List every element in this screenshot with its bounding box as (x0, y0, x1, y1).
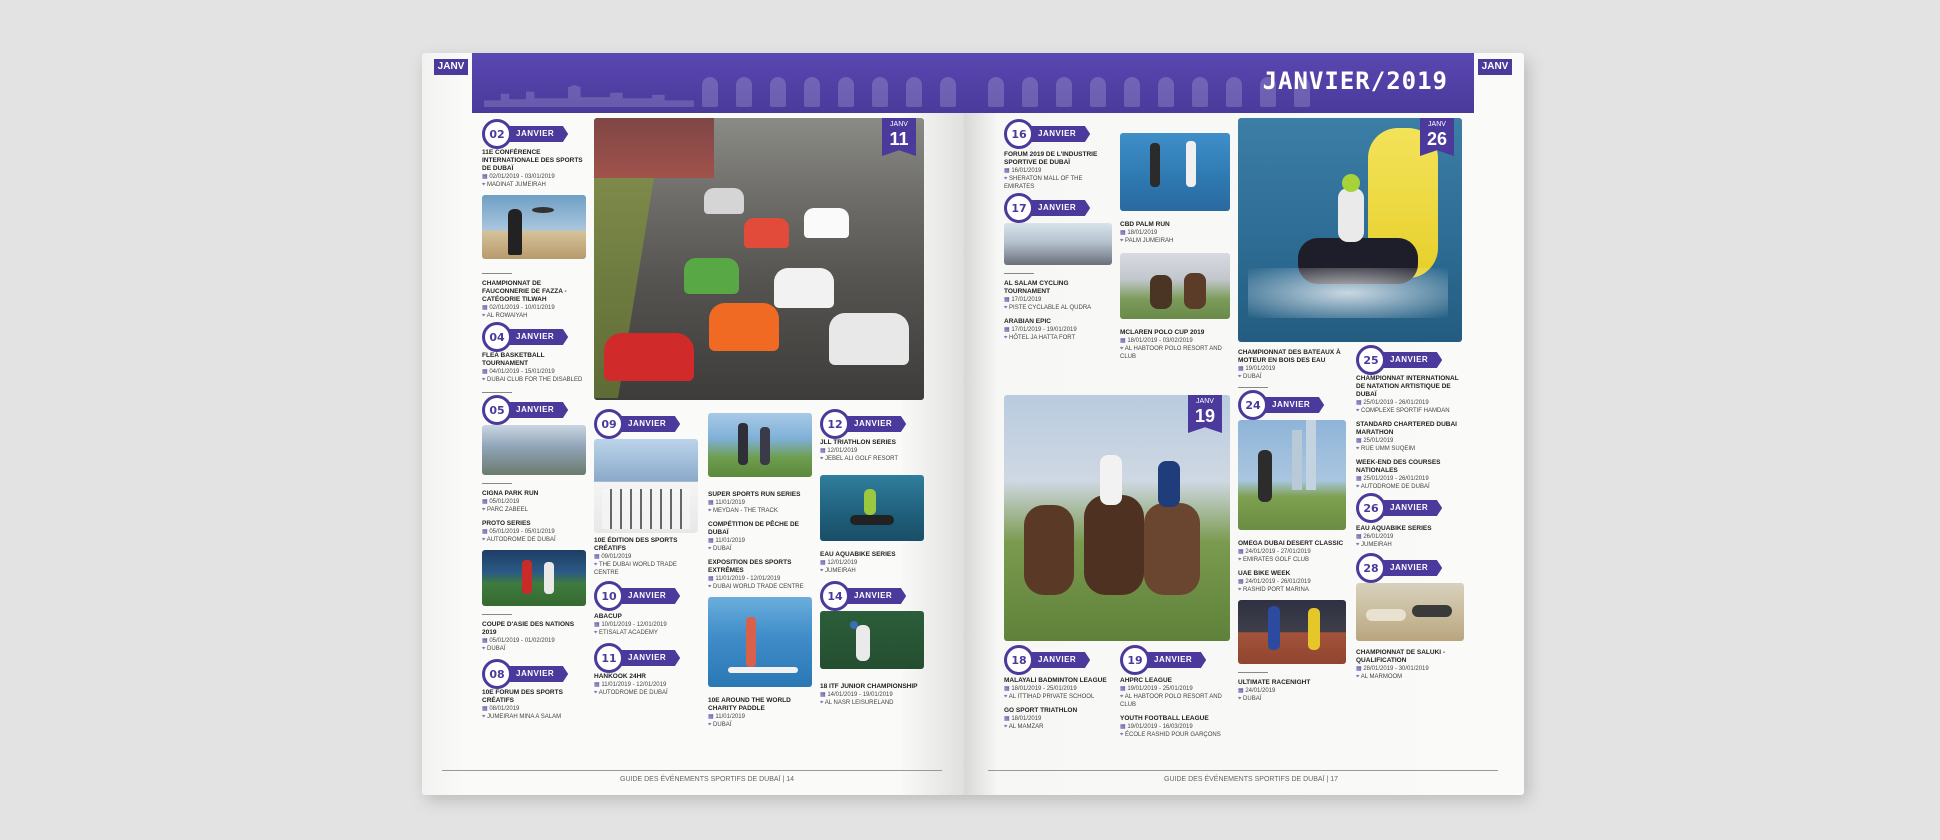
date-badge-12: 12 JANVIER (820, 409, 924, 439)
event-item: ARABIAN EPIC17/01/2019 - 19/01/2019HÔTEL… (1004, 318, 1112, 342)
left-column-b: 09 JANVIER 10E ÉDITION DES SPORTS CRÉATIF… (594, 409, 698, 703)
right-page: JANVIER/2019 JANV 16 JANVIER FORUM 2019 D… (964, 53, 1524, 795)
date-badge-02: 02 JANVIER (482, 119, 586, 149)
event-item: SUPER SPORTS RUN SERIES11/01/2019MEYDAN … (708, 491, 812, 515)
event-item: 18 ITF JUNIOR CHAMPIONSHIP14/01/2019 - 1… (820, 683, 924, 707)
sport-silhouettes-icon (692, 71, 956, 107)
date-badge-05: 05 JANVIER (482, 395, 586, 425)
sport-silhouettes-icon (978, 71, 1310, 107)
event-item: EAU AQUABIKE SERIES12/01/2019JUMEIRAH (820, 551, 924, 575)
event-item: CIGNA PARK RUN05/01/2019PARC ZABEEL (482, 490, 586, 514)
event-item: GO SPORT TRIATHLON18/01/2019AL MAMZAR (1004, 707, 1112, 731)
event-item: FORUM 2019 DE L'INDUSTRIE SPORTIVE DE DU… (1004, 151, 1112, 191)
left-page: JANV 02 JANVIER 11E CONFÉRENCE INTERNATIO… (422, 53, 964, 795)
footer-rule-left (442, 770, 942, 771)
header-banner-left (472, 53, 964, 113)
event-item: 10E ÉDITION DES SPORTS CRÉATIFS09/01/201… (594, 537, 698, 577)
event-item: OMEGA DUBAI DESERT CLASSIC24/01/2019 - 2… (1238, 540, 1346, 564)
date-badge-28: 28 JANVIER (1356, 553, 1464, 583)
footer-left: GUIDE DES ÉVÉNEMENTS SPORTIFS DE DUBAÏ |… (620, 776, 795, 783)
date-badge-19: 19 JANVIER (1120, 645, 1230, 675)
date-badge-08: 08 JANVIER (482, 659, 586, 689)
footer-right: GUIDE DES ÉVÉNEMENTS SPORTIFS DE DUBAÏ |… (1164, 776, 1339, 783)
date-flag-11: JANV 11 (882, 118, 916, 156)
event-item: CHAMPIONNAT DE SALUKI - QUALIFICATION28/… (1356, 649, 1464, 681)
event-item: WEEK-END DES COURSES NATIONALES25/01/201… (1356, 459, 1464, 491)
event-item: CBD PALM RUN18/01/2019PALM JUMEIRAH (1120, 221, 1230, 245)
palm-run-photo (1120, 133, 1230, 211)
date-badge-17: 17 JANVIER (1004, 193, 1112, 223)
jetski-photo: JANV 26 (1238, 118, 1462, 342)
date-flag-26: JANV 26 (1420, 118, 1454, 156)
event-item: COMPÉTITION DE PÊCHE DE DUBAÏ11/01/2019D… (708, 521, 812, 553)
date-badge-26: 26 JANVIER (1356, 493, 1464, 523)
event-item: FLEA BASKETBALL TOURNAMENT04/01/2019 - 1… (482, 352, 586, 384)
date-badge-10: 10 JANVIER (594, 581, 698, 611)
racenight-photo (1238, 600, 1346, 664)
event-item: ULTIMATE RACENIGHT24/01/2019DUBAÏ (1238, 679, 1346, 703)
event-item: CHAMPIONNAT DE FAUCONNERIE DE FAZZA - CA… (482, 280, 586, 320)
date-flag-19: JANV 19 (1188, 395, 1222, 433)
date-badge-16: 16 JANVIER (1004, 119, 1112, 149)
polo-photo: JANV 19 (1004, 395, 1230, 641)
event-item: 10E AROUND THE WORLD CHARITY PADDLE11/01… (708, 697, 812, 729)
event-item: JLL TRIATHLON SERIES12/01/2019JEBEL ALI … (820, 439, 924, 463)
event-item: EAU AQUABIKE SERIES26/01/2019JUMEIRAH (1356, 525, 1464, 549)
date-badge-25: 25 JANVIER (1356, 345, 1464, 375)
date-badge-18: 18 JANVIER (1004, 645, 1112, 675)
park-run-photo (482, 425, 586, 475)
polo-cup-photo (1120, 253, 1230, 319)
month-title: JANVIER/2019 (1262, 67, 1448, 95)
race-cars-photo: JANV 11 (594, 118, 924, 400)
cycling-photo (1004, 223, 1112, 265)
tennis-photo (820, 611, 924, 669)
month-tab-right: JANV (1478, 59, 1512, 75)
footer-rule-right (988, 770, 1498, 771)
golf-photo (1238, 420, 1346, 530)
event-item: STANDARD CHARTERED DUBAI MARATHON25/01/2… (1356, 421, 1464, 453)
saluki-photo (1356, 583, 1464, 641)
event-item: AL SALAM CYCLING TOURNAMENT17/01/2019PIS… (1004, 280, 1112, 312)
left-column-a: 02 JANVIER 11E CONFÉRENCE INTERNATIONALE … (482, 119, 586, 727)
football-photo (482, 550, 586, 606)
right-column-a: 16 JANVIER FORUM 2019 DE L'INDUSTRIE SPOR… (1004, 119, 1112, 348)
creative-sports-photo (594, 439, 698, 533)
date-badge-04: 04 JANVIER (482, 322, 586, 352)
right-column-e: CHAMPIONNAT DES BATEAUX À MOTEUR EN BOIS… (1238, 349, 1346, 709)
event-item: YOUTH FOOTBALL LEAGUE19/01/2019 - 16/03/… (1120, 715, 1230, 739)
date-badge-11: 11 JANVIER (594, 643, 698, 673)
month-tab-left: JANV (434, 59, 468, 75)
event-item: CHAMPIONNAT DES BATEAUX À MOTEUR EN BOIS… (1238, 349, 1346, 381)
event-item: UAE BIKE WEEK24/01/2019 - 26/01/2019RASH… (1238, 570, 1346, 594)
runners-photo (708, 413, 812, 477)
right-column-f: 25 JANVIER CHAMPIONNAT INTERNATIONAL DE N… (1356, 345, 1464, 687)
event-item: 10E FORUM DES SPORTS CRÉATIFS08/01/2019J… (482, 689, 586, 721)
event-item: ABACUP10/01/2019 - 12/01/2019ETISALAT AC… (594, 613, 698, 637)
left-column-c: SUPER SPORTS RUN SERIES11/01/2019MEYDAN … (708, 413, 812, 735)
event-item: MALAYALI BADMINTON LEAGUE18/01/2019 - 25… (1004, 677, 1112, 701)
paddle-photo (708, 597, 812, 687)
header-banner-right: JANVIER/2019 (964, 53, 1474, 113)
dubai-skyline-icon (484, 85, 694, 107)
date-badge-14: 14 JANVIER (820, 581, 924, 611)
falconry-photo (482, 195, 586, 259)
event-item: 11E CONFÉRENCE INTERNATIONALE DES SPORTS… (482, 149, 586, 189)
event-item: HANKOOK 24HR11/01/2019 - 12/01/2019AUTOD… (594, 673, 698, 697)
aquabike-photo (820, 475, 924, 541)
event-item: EXPOSITION DES SPORTS EXTRÊMES11/01/2019… (708, 559, 812, 591)
event-item: AHPRC LEAGUE19/01/2019 - 25/01/2019AL HA… (1120, 677, 1230, 709)
event-item: COUPE D'ASIE DES NATIONS 201905/01/2019 … (482, 621, 586, 653)
event-item: PROTO SERIES05/01/2019 - 05/01/2019AUTOD… (482, 520, 586, 544)
magazine-spread: JANV 02 JANVIER 11E CONFÉRENCE INTERNATIO… (422, 53, 1524, 795)
date-badge-09: 09 JANVIER (594, 409, 698, 439)
date-badge-24: 24 JANVIER (1238, 390, 1346, 420)
event-item: MCLAREN POLO CUP 201918/01/2019 - 03/02/… (1120, 329, 1230, 361)
right-column-b: CBD PALM RUN18/01/2019PALM JUMEIRAH MCLA… (1120, 133, 1230, 367)
event-item: CHAMPIONNAT INTERNATIONAL DE NATATION AR… (1356, 375, 1464, 415)
